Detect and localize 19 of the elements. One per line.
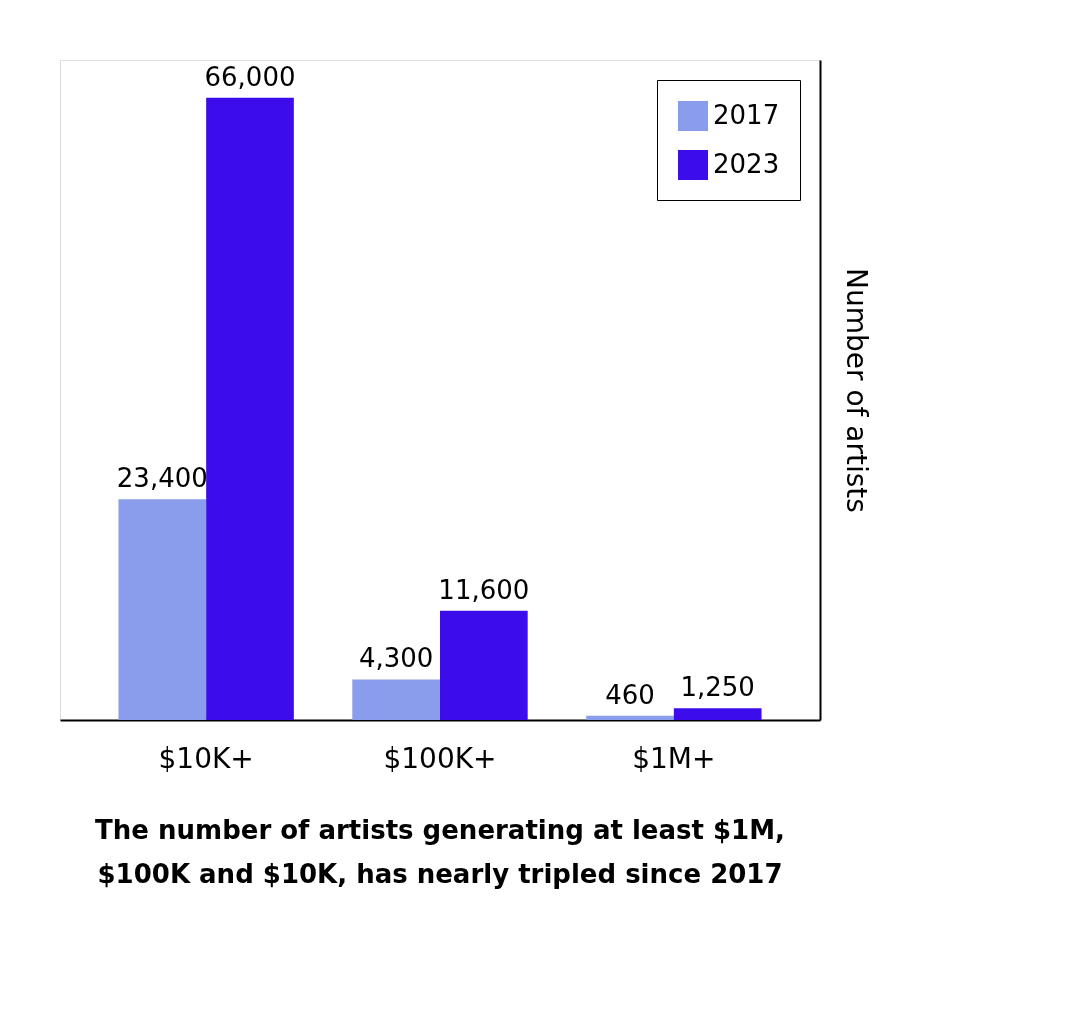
bar [586,715,674,720]
legend-label: 2017 [713,100,780,130]
x-tick-label: $100K+ [383,741,497,775]
x-tick-label: $10K+ [158,741,254,775]
bar [673,708,762,720]
bar [440,610,528,720]
text: The number of artists generating at least $1M, $100K and $10K, has nearly tripled since 2017 [95,815,785,889]
bar [118,499,207,720]
data-label: 23,400 [116,463,208,494]
data-label: 460 [605,679,655,710]
x-tick-label: $1M+ [632,741,716,775]
legend-label: 2023 [713,149,780,179]
y-axis-title: Number of artists [839,268,873,513]
data-label: 4,300 [358,643,434,674]
data-label: 1,250 [680,672,755,703]
data-label: 66,000 [204,61,296,92]
bar [206,97,294,720]
bar [352,679,440,720]
data-label: 11,600 [438,574,530,605]
